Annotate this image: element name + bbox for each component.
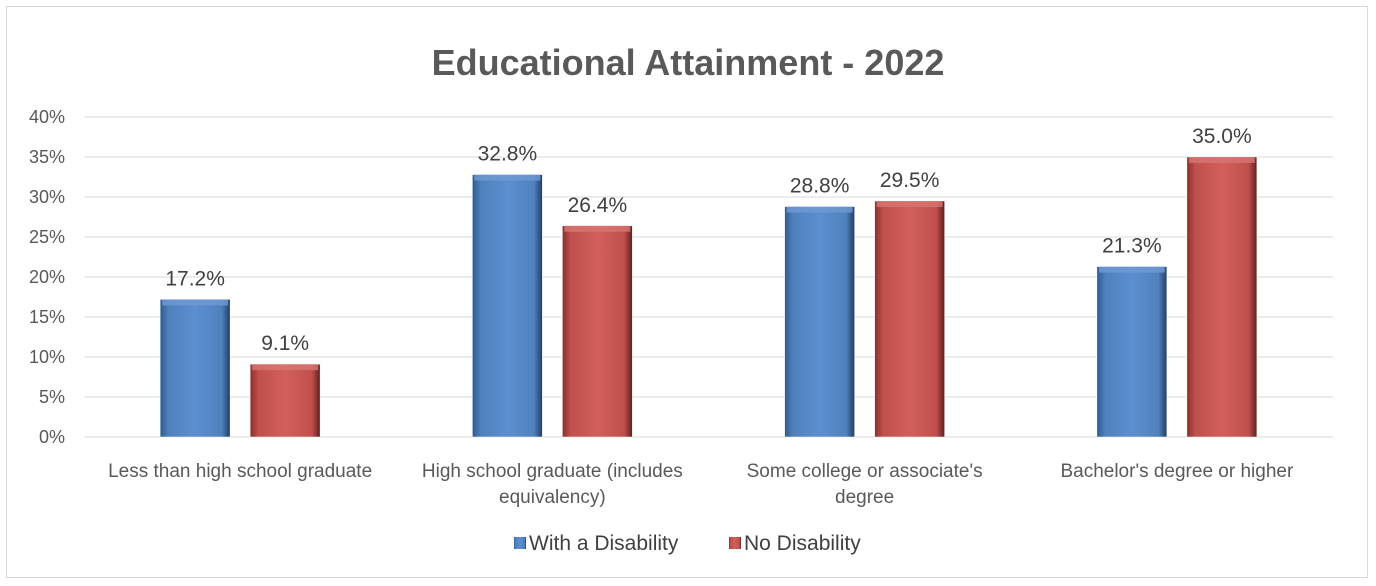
y-tick-label: 10%: [29, 347, 65, 367]
bar-with-disability: [159, 299, 231, 438]
data-label: 26.4%: [568, 194, 628, 217]
bar-top-bevel: [876, 201, 943, 207]
bar-no-disability: [562, 225, 633, 438]
chart-area: Educational Attainment - 2022 0% 5% 10% 15%…: [6, 6, 1368, 578]
bars: [159, 156, 1258, 438]
bar-no-disability: [874, 200, 945, 438]
data-label: 32.8%: [478, 143, 538, 166]
bar-top-bevel: [1098, 266, 1165, 273]
y-tick-label: 5%: [39, 387, 65, 407]
legend-swatch: [729, 537, 741, 549]
x-category-label: degree: [835, 487, 894, 508]
x-category-label: High school graduate (includes: [422, 461, 683, 482]
y-tick-label: 40%: [29, 107, 65, 127]
y-tick-label: 0%: [39, 427, 65, 447]
y-axis-ticks: 0% 5% 10% 15% 20% 25% 30% 35% 40%: [29, 107, 65, 447]
y-tick-label: 35%: [29, 147, 65, 167]
y-tick-label: 15%: [29, 307, 65, 327]
legend-label: No Disability: [744, 532, 861, 555]
data-label: 17.2%: [165, 267, 225, 290]
data-label: 21.3%: [1102, 235, 1162, 258]
data-label: 29.5%: [880, 169, 940, 192]
data-label: 35.0%: [1192, 125, 1252, 148]
y-tick-label: 30%: [29, 187, 65, 207]
bar-top-bevel: [786, 206, 853, 213]
y-tick-label: 20%: [29, 267, 65, 287]
x-category-label: Less than high school graduate: [108, 461, 372, 482]
bar-top-bevel: [564, 225, 631, 232]
bar-top-bevel: [474, 174, 541, 181]
bar-no-disability: [1186, 156, 1258, 438]
data-label: 9.1%: [261, 332, 309, 355]
bar-top-bevel: [162, 299, 229, 306]
y-tick-label: 25%: [29, 227, 65, 247]
legend: With a Disability No Disability: [514, 532, 861, 555]
chart-title: Educational Attainment - 2022: [432, 42, 945, 83]
x-category-label: Bachelor's degree or higher: [1060, 461, 1293, 482]
x-axis-categories: Less than high school graduate High schoo…: [108, 461, 1294, 508]
bar-top-bevel: [1188, 157, 1255, 163]
bar-with-disability: [1096, 266, 1168, 438]
bar-with-disability: [472, 174, 543, 438]
bar-no-disability: [249, 363, 321, 438]
bar-top-bevel: [252, 364, 319, 371]
x-category-label: equivalency): [499, 487, 606, 508]
data-labels: 17.2% 9.1% 32.8% 26.4% 28.8% 29.5% 21.3% 35.0%: [165, 125, 1251, 355]
x-category-label: Some college or associate's: [747, 461, 983, 482]
legend-swatch: [514, 537, 526, 549]
bar-with-disability: [784, 206, 855, 438]
legend-label: With a Disability: [529, 532, 679, 555]
bar-chart: Educational Attainment - 2022 0% 5% 10% 15%…: [29, 42, 1333, 555]
data-label: 28.8%: [790, 175, 850, 198]
